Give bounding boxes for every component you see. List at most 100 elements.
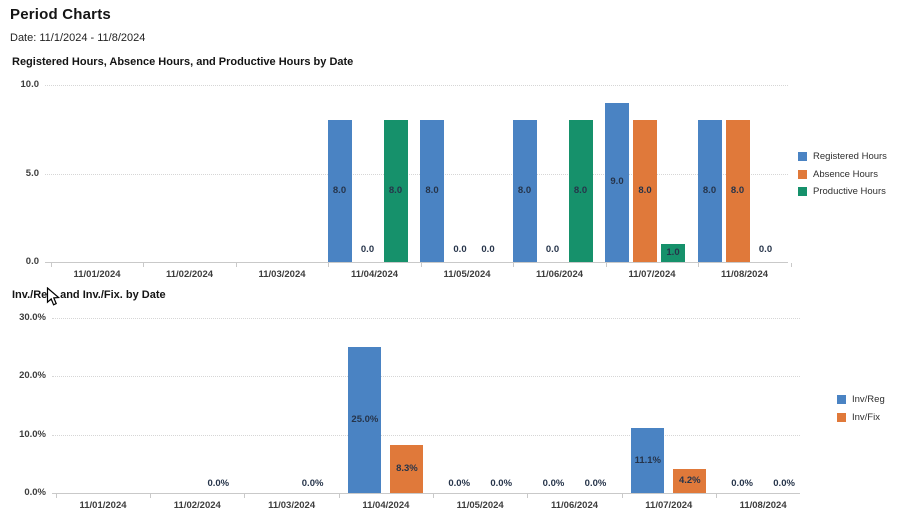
bar-value-label: 4.2%: [678, 474, 701, 486]
bar-value-label: 8.0: [388, 185, 403, 197]
x-axis-tick: [698, 263, 700, 267]
bar-value-label: 8.0: [730, 185, 745, 197]
x-axis-tick: [244, 494, 246, 498]
bar-inv-reg-11-04-2024[interactable]: [348, 347, 382, 493]
bar-value-label: 0.0%: [490, 478, 513, 489]
x-axis-label: 11/04/2024: [362, 500, 410, 511]
page-title: Period Charts: [10, 6, 111, 23]
bar-value-label: 8.0: [638, 185, 652, 197]
x-axis-label: 11/08/2024: [739, 500, 787, 511]
bar-value-label: 8.0: [517, 185, 532, 197]
bar-registered-hours-11-04-2024[interactable]: [327, 120, 352, 262]
legend-label: Inv/Fix: [852, 412, 880, 423]
bar-absence-hours-11-07-2024[interactable]: [633, 120, 657, 262]
x-axis-tick: [621, 494, 623, 498]
x-axis-label: 11/07/2024: [645, 500, 693, 511]
x-axis-tick: [338, 494, 340, 498]
x-axis-tick: [235, 263, 237, 267]
bar-registered-hours-11-08-2024[interactable]: [697, 120, 722, 262]
bar-value-label: 9.0: [610, 176, 624, 188]
legend-label: Productive Hours: [813, 186, 886, 197]
x-axis-label: 11/03/2024: [258, 269, 306, 280]
bar-value-label: 0.0%: [301, 478, 324, 489]
x-axis-tick: [527, 494, 529, 498]
y-axis-label: 10.0: [20, 79, 40, 90]
y-axis-label: 30.0%: [19, 312, 46, 323]
bar-value-label: 8.0: [332, 185, 347, 197]
date-range-label: Date: 11/1/2024 - 11/8/2024: [10, 32, 146, 44]
bar-value-label: 0.0%: [448, 478, 471, 489]
bar-productive-hours-11-04-2024[interactable]: [383, 120, 408, 262]
chart1-title: Registered Hours, Absence Hours, and Pro…: [12, 56, 354, 68]
bar-value-label: 0.0: [360, 244, 375, 255]
x-axis-label: 11/04/2024: [350, 269, 399, 280]
x-axis-label: 11/06/2024: [550, 500, 599, 511]
x-axis-label: 11/01/2024: [73, 269, 121, 280]
y-axis-label: 0.0%: [24, 487, 46, 498]
y-axis-label: 0.0: [25, 256, 39, 267]
legend-item-absence-hours[interactable]: Absence Hours: [798, 169, 878, 180]
gridline: [52, 376, 800, 378]
x-axis-label: 11/05/2024: [456, 500, 504, 511]
bar-value-label: 0.0%: [584, 478, 607, 489]
x-axis-tick: [55, 494, 57, 498]
x-axis-line: [45, 262, 788, 263]
bar-productive-hours-11-06-2024[interactable]: [568, 120, 593, 262]
x-axis-tick: [715, 494, 717, 498]
legend-color-swatch-icon: [798, 169, 807, 179]
x-axis-tick: [605, 263, 607, 267]
x-axis-tick: [513, 263, 515, 267]
legend-item-productive-hours[interactable]: Productive Hours: [798, 186, 886, 197]
x-axis-tick: [420, 263, 422, 267]
bar-value-label: 0.0%: [207, 478, 230, 489]
bar-value-label: 1.0: [666, 247, 680, 259]
x-axis-label: 11/08/2024: [720, 269, 769, 280]
bar-value-label: 25.0%: [351, 414, 379, 426]
gridline: [45, 173, 788, 175]
legend-item-inv-fix[interactable]: Inv/Fix: [837, 412, 880, 423]
legend-item-inv-reg[interactable]: Inv/Reg: [837, 394, 885, 405]
x-axis-tick: [150, 494, 152, 498]
bar-value-label: 0.0: [481, 244, 495, 255]
legend-color-swatch-icon: [798, 152, 807, 161]
gridline: [45, 85, 788, 86]
bar-absence-hours-11-08-2024[interactable]: [725, 120, 750, 262]
legend-label: Absence Hours: [813, 168, 878, 180]
x-axis-label: 11/01/2024: [79, 500, 127, 511]
bar-productive-hours-11-07-2024[interactable]: [661, 244, 685, 262]
x-axis-label: 11/03/2024: [268, 500, 316, 511]
bar-value-label: 0.0%: [773, 478, 795, 489]
gridline: [52, 318, 800, 319]
y-axis-label: 5.0: [25, 167, 39, 179]
x-axis-label: 11/07/2024: [628, 269, 676, 280]
x-axis-tick: [328, 263, 330, 267]
y-axis-label: 10.0%: [19, 428, 46, 440]
bar-value-label: 8.0: [702, 185, 717, 197]
bar-value-label: 11.1%: [634, 454, 662, 466]
bar-registered-hours-11-05-2024[interactable]: [420, 120, 444, 262]
bar-value-label: 8.0: [573, 185, 588, 197]
legend-label: Inv/Reg: [852, 394, 885, 405]
bar-value-label: 8.3%: [396, 462, 418, 474]
chart2-title: Inv./Reg. and Inv./Fix. by Date: [12, 289, 166, 301]
legend-item-registered-hours[interactable]: Registered Hours: [798, 151, 887, 162]
bar-value-label: 0.0%: [542, 478, 565, 489]
bar-inv-reg-11-07-2024[interactable]: [631, 428, 665, 493]
x-axis-tick: [143, 263, 145, 267]
bar-registered-hours-11-07-2024[interactable]: [605, 102, 629, 262]
gridline: [52, 434, 800, 436]
bar-inv-fix-11-07-2024[interactable]: [673, 468, 707, 493]
legend-color-swatch-icon: [837, 395, 846, 404]
x-axis-line: [52, 493, 800, 494]
x-axis-label: 11/02/2024: [165, 269, 214, 280]
bar-value-label: 8.0: [425, 185, 439, 197]
bar-value-label: 0.0: [545, 244, 560, 255]
legend-color-swatch-icon: [798, 187, 807, 196]
bar-registered-hours-11-06-2024[interactable]: [512, 120, 537, 262]
bar-inv-fix-11-04-2024[interactable]: [390, 444, 424, 493]
x-axis-tick: [790, 263, 792, 267]
x-axis-tick: [433, 494, 435, 498]
y-axis-label: 20.0%: [19, 370, 46, 382]
x-axis-label: 11/02/2024: [173, 500, 221, 511]
